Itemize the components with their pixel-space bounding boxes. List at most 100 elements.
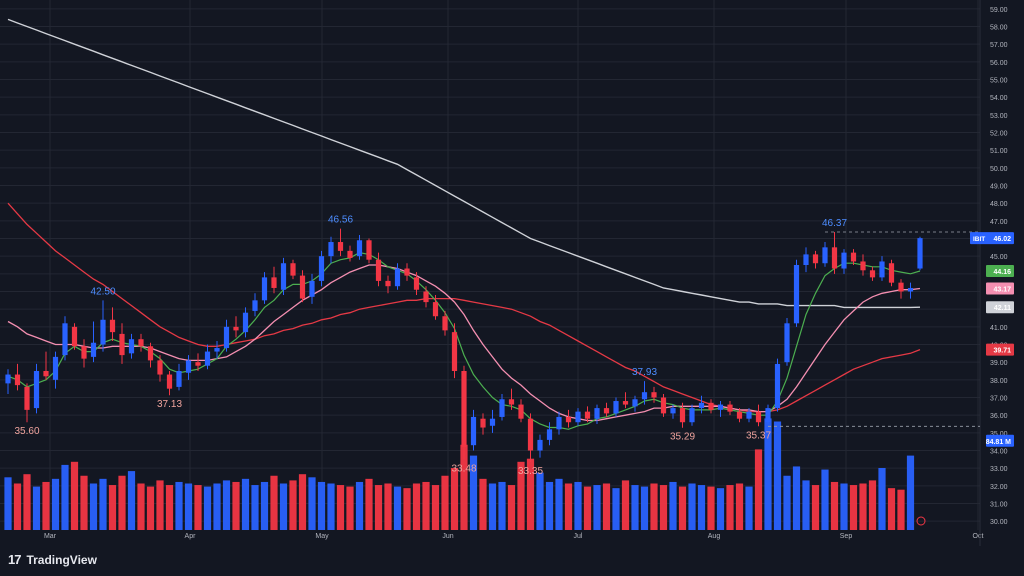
volume-bar bbox=[175, 481, 183, 530]
volume-bar bbox=[146, 486, 155, 530]
volume-bar bbox=[70, 461, 79, 530]
volume-bar bbox=[897, 489, 905, 530]
candle-body bbox=[147, 346, 154, 361]
volume-bar bbox=[821, 469, 829, 530]
candle-body bbox=[499, 399, 505, 417]
x-tick-label: Apr bbox=[185, 533, 197, 540]
price-annotation: 35.29 bbox=[670, 432, 695, 443]
candle-body bbox=[584, 411, 591, 419]
candle-body bbox=[793, 265, 800, 324]
volume-bar bbox=[412, 483, 421, 530]
candle-body bbox=[290, 263, 296, 276]
candle-body bbox=[347, 250, 353, 258]
volume-bar bbox=[118, 475, 126, 530]
candle-body bbox=[337, 242, 344, 251]
y-tick-label: 49.00 bbox=[990, 184, 1008, 191]
tradingview-logo-icon: 17 bbox=[8, 552, 22, 567]
volume-bar bbox=[194, 485, 202, 530]
y-tick-label: 54.00 bbox=[990, 95, 1008, 102]
candle-body bbox=[461, 371, 467, 447]
candle-body bbox=[100, 319, 106, 345]
volume-bar bbox=[108, 485, 117, 530]
candle-body bbox=[214, 348, 220, 352]
x-tick-label: Aug bbox=[708, 533, 721, 540]
y-tick-label: 55.00 bbox=[990, 78, 1008, 85]
candle-body bbox=[898, 282, 904, 292]
candle-body bbox=[423, 291, 429, 303]
y-tick-label: 33.00 bbox=[990, 466, 1008, 473]
volume-bar bbox=[697, 485, 706, 530]
candle-body bbox=[204, 351, 211, 366]
volume-bar bbox=[517, 461, 525, 530]
volume-bar bbox=[308, 477, 316, 530]
candle-body bbox=[52, 356, 59, 380]
price-label-value: 42.11 bbox=[994, 305, 1011, 312]
price-annotation: 37.93 bbox=[632, 367, 657, 378]
candle-body bbox=[565, 416, 572, 423]
candle-body bbox=[280, 263, 287, 290]
candle-body bbox=[660, 397, 667, 414]
volume-bar bbox=[213, 483, 221, 530]
volume-bar bbox=[23, 474, 31, 530]
volume-bar bbox=[127, 471, 136, 530]
y-tick-label: 41.00 bbox=[990, 325, 1008, 332]
candle-body bbox=[746, 411, 752, 419]
price-annotation: 37.13 bbox=[157, 399, 182, 410]
candle-body bbox=[242, 312, 249, 333]
candle-body bbox=[81, 346, 87, 359]
candle-body bbox=[888, 263, 895, 283]
volume-bar bbox=[80, 475, 88, 530]
volume-bar bbox=[498, 481, 506, 530]
y-tick-label: 36.00 bbox=[990, 413, 1008, 420]
volume-bar bbox=[640, 486, 649, 530]
candle-body bbox=[233, 326, 239, 331]
y-tick-label: 38.00 bbox=[990, 378, 1008, 385]
tradingview-brand[interactable]: 17 TradingView bbox=[8, 552, 97, 567]
price-label-box bbox=[986, 265, 1014, 278]
candle-body bbox=[575, 411, 581, 423]
candle-body bbox=[271, 277, 277, 288]
volume-bar bbox=[564, 483, 573, 530]
candle-body bbox=[71, 326, 78, 347]
volume-bar bbox=[669, 481, 677, 530]
candle-body bbox=[755, 411, 762, 423]
candle-body bbox=[689, 408, 695, 423]
candle-body bbox=[869, 270, 876, 278]
volume-bar bbox=[450, 468, 459, 530]
volume-bar bbox=[89, 483, 98, 530]
y-tick-label: 37.00 bbox=[990, 396, 1008, 403]
price-label-value: 39.71 bbox=[993, 348, 1011, 355]
price-label-box bbox=[986, 301, 1014, 314]
price-label-value: 46.02 bbox=[993, 236, 1011, 243]
candle-body bbox=[14, 374, 21, 386]
candle-body bbox=[774, 363, 781, 409]
candle-body bbox=[62, 323, 68, 356]
volume-bar bbox=[374, 485, 383, 530]
volume-bar bbox=[469, 455, 478, 530]
volume-bar bbox=[203, 486, 212, 530]
volume-bar bbox=[61, 464, 69, 530]
candle-body bbox=[679, 408, 686, 423]
y-tick-label: 48.00 bbox=[990, 201, 1008, 208]
candle-body bbox=[328, 242, 334, 257]
volume-bar bbox=[232, 481, 240, 530]
volume-bar bbox=[526, 458, 535, 530]
candle-body bbox=[907, 287, 914, 292]
volume-bar bbox=[346, 486, 354, 530]
chart-footer: 17 TradingView bbox=[0, 546, 1024, 576]
candle-body bbox=[651, 392, 657, 398]
candle-body bbox=[860, 261, 866, 271]
y-tick-label: 50.00 bbox=[990, 166, 1008, 173]
volume-bar bbox=[393, 486, 402, 530]
price-annotation: 46.37 bbox=[822, 218, 847, 229]
ma-long-line bbox=[7, 18, 921, 309]
candle-body bbox=[812, 254, 819, 264]
y-tick-label: 52.00 bbox=[990, 131, 1008, 138]
volume-bar bbox=[792, 466, 801, 530]
volume-bar bbox=[222, 480, 231, 530]
volume-bar bbox=[754, 449, 763, 530]
price-annotation: 42.50 bbox=[90, 286, 115, 297]
volume-bar bbox=[887, 488, 896, 530]
chart-marker-icon bbox=[916, 516, 926, 526]
